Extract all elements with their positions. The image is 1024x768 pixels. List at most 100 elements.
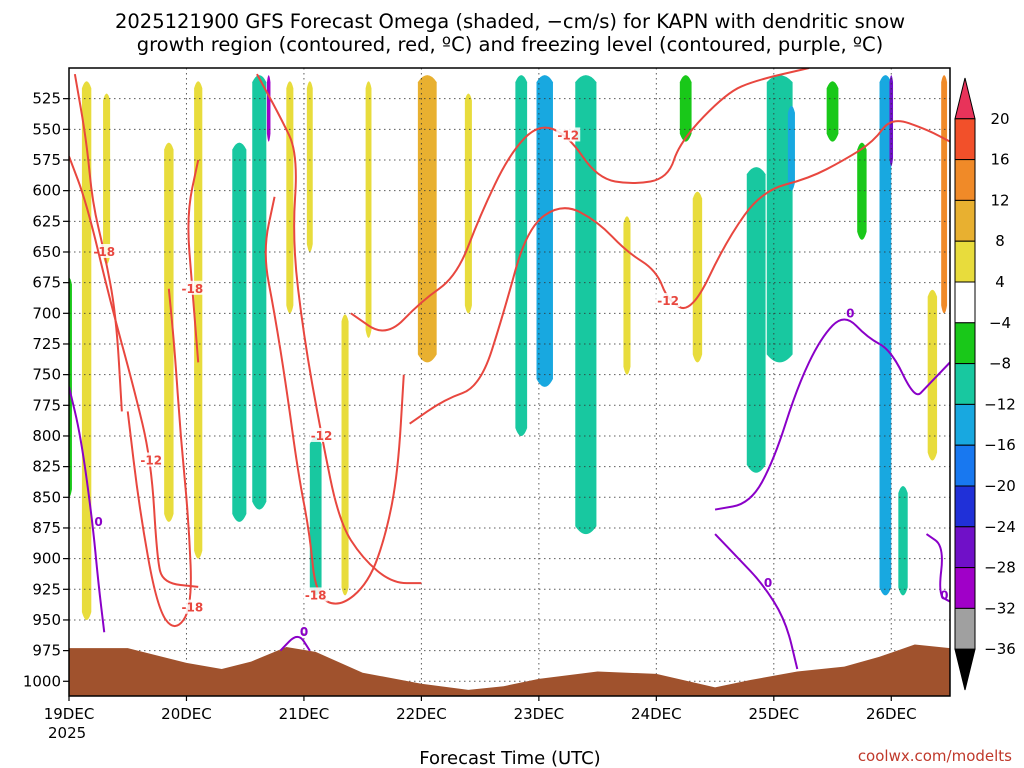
omega-area-16 <box>536 75 553 387</box>
red-contour-label-bg-2 <box>139 452 164 467</box>
purple-contour-2 <box>714 533 799 670</box>
red-contour-5 <box>264 196 405 605</box>
purple-contour-label-3: 0 <box>300 625 308 639</box>
colorbar-label-11: −28 <box>984 559 1016 577</box>
colorbar-label-1: 16 <box>990 151 1009 169</box>
omega-area-22 <box>766 75 793 363</box>
red-contour-label-4: -12 <box>311 429 333 443</box>
terrain-fill <box>69 644 950 696</box>
red-contour-1 <box>126 288 192 628</box>
omega-area-27 <box>889 75 894 167</box>
red-contour-label-bg-6 <box>556 127 581 142</box>
y-tick-label-18: 975 <box>32 642 61 660</box>
purple-contour-4 <box>925 533 950 603</box>
y-tick-label-8: 725 <box>32 335 61 353</box>
x-tick-label-1: 20DEC <box>161 705 212 723</box>
red-contour-label-bg-4 <box>309 427 334 442</box>
purple-contour-label-0: 0 <box>94 515 102 529</box>
colorbar-cap-top <box>954 77 976 120</box>
omega-area-7 <box>266 75 271 142</box>
y-tick-label-4: 625 <box>32 212 61 230</box>
red-contour-label-7: -12 <box>657 294 679 308</box>
red-contour-4 <box>256 73 422 585</box>
y-tick-label-10: 775 <box>32 396 61 414</box>
omega-area-10 <box>341 314 349 596</box>
y-tick-label-0: 525 <box>32 90 61 108</box>
omega-area-9 <box>309 436 322 596</box>
y-tick-label-14: 875 <box>32 519 61 537</box>
y-tick-label-12: 825 <box>32 458 61 476</box>
colorbar-swatch-2 <box>954 159 976 201</box>
omega-area-12 <box>365 81 372 338</box>
red-contour-0 <box>73 73 123 412</box>
x-year-label: 2025 <box>48 724 86 742</box>
purple-contour-label-2: 0 <box>764 576 772 590</box>
omega-area-13 <box>417 75 437 363</box>
colorbar-label-5: −4 <box>989 314 1011 332</box>
omega-area-20 <box>692 191 703 363</box>
colorbar-swatch-11 <box>954 526 976 569</box>
x-axis-label: Forecast Time (UTC) <box>419 748 600 768</box>
purple-contour-0 <box>69 386 106 633</box>
omega-area-3 <box>164 142 174 522</box>
colorbar-swatch-6 <box>954 322 976 365</box>
omega-area-21 <box>746 167 766 473</box>
omega-area-11 <box>306 81 313 252</box>
colorbar-label-4: 4 <box>995 273 1005 291</box>
omega-area-28 <box>898 486 908 596</box>
purple-contour-3 <box>279 635 311 652</box>
colorbar-label-0: 20 <box>990 110 1009 128</box>
colorbar-cap-bottom <box>954 648 976 691</box>
omega-area-4 <box>194 81 203 559</box>
colorbar-label-6: −8 <box>989 355 1011 373</box>
x-tick-label-3: 22DEC <box>396 705 447 723</box>
y-tick-label-17: 950 <box>32 611 61 629</box>
omega-area-17 <box>575 75 597 535</box>
colorbar-label-8: −16 <box>984 436 1016 454</box>
colorbar-label-10: −24 <box>984 518 1016 536</box>
y-tick-label-7: 700 <box>32 304 61 322</box>
omega-area-0 <box>81 81 92 620</box>
colorbar-swatch-12 <box>954 567 976 609</box>
y-tick-label-19: 1000 <box>23 672 61 690</box>
x-tick-label-2: 21DEC <box>279 705 330 723</box>
y-tick-label-2: 575 <box>32 151 61 169</box>
omega-area-24 <box>826 81 839 142</box>
colorbar-label-12: −32 <box>984 599 1016 617</box>
colorbar-swatch-7 <box>954 363 976 405</box>
y-tick-label-13: 850 <box>32 488 61 506</box>
y-tick-label-11: 800 <box>32 427 61 445</box>
y-tick-label-16: 925 <box>32 580 61 598</box>
y-tick-label-15: 900 <box>32 550 61 568</box>
chart-title-line1: 2025121900 GFS Forecast Omega (shaded, −… <box>115 10 905 33</box>
y-tick-label-5: 650 <box>32 243 61 261</box>
colorbar-swatch-13 <box>954 607 976 650</box>
red-contour-label-5: -18 <box>305 588 327 602</box>
omega-area-14 <box>464 93 472 314</box>
red-contour-label-2: -12 <box>140 454 162 468</box>
colorbar-swatch-9 <box>954 444 976 487</box>
colorbar-label-7: −12 <box>984 395 1016 413</box>
purple-contour-1 <box>714 318 950 511</box>
red-contour-3 <box>187 159 200 363</box>
red-contour-label-6: -12 <box>557 128 579 142</box>
omega-area-25 <box>857 142 867 240</box>
purple-contour-label-4: 0 <box>940 588 948 602</box>
red-contour-2 <box>69 155 199 588</box>
x-tick-label-5: 24DEC <box>631 705 682 723</box>
red-contour-7 <box>409 120 950 425</box>
x-tick-label-4: 23DEC <box>514 705 565 723</box>
colorbar-swatch-3 <box>954 199 976 242</box>
omega-area-19 <box>679 75 692 142</box>
red-contour-label-bg-7 <box>656 293 681 308</box>
purple-contour-label-1: 0 <box>846 306 854 320</box>
y-tick-label-3: 600 <box>32 182 61 200</box>
colorbar-label-2: 12 <box>990 191 1009 209</box>
omega-area-29 <box>927 289 938 461</box>
red-contour-label-3: -18 <box>181 282 203 296</box>
red-contour-label-bg-5 <box>303 587 328 602</box>
